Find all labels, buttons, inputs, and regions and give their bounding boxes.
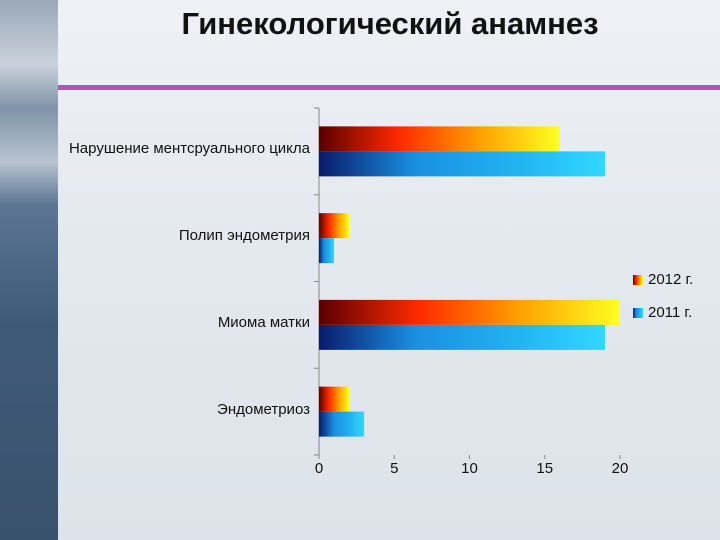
bar (319, 238, 335, 264)
category-label: Миома матки (217, 313, 310, 331)
bar (319, 324, 605, 350)
title-rule (58, 85, 720, 90)
legend-label: 2012 г. (648, 271, 693, 288)
x-tick-label: 5 (390, 460, 398, 477)
category-label: Нарушение ментсруального цикла (68, 140, 310, 158)
bar (319, 299, 620, 325)
x-tick-label: 0 (315, 460, 323, 477)
category-label: Эндометриоз (217, 400, 310, 418)
legend-label: 2011 г. (648, 304, 692, 321)
bar (319, 126, 560, 152)
photo-strip (0, 0, 58, 540)
x-tick-label: 15 (536, 460, 553, 477)
category-label: Полип эндометрия (178, 227, 310, 245)
bar (319, 386, 350, 412)
legend-swatch (633, 308, 643, 318)
bar (319, 213, 350, 239)
bar (319, 411, 365, 437)
bar (319, 151, 605, 177)
x-tick-label: 20 (612, 460, 629, 477)
legend-swatch (633, 275, 643, 285)
x-tick-label: 10 (461, 460, 478, 477)
chart-title: Гинекологический анамнез (181, 6, 599, 41)
